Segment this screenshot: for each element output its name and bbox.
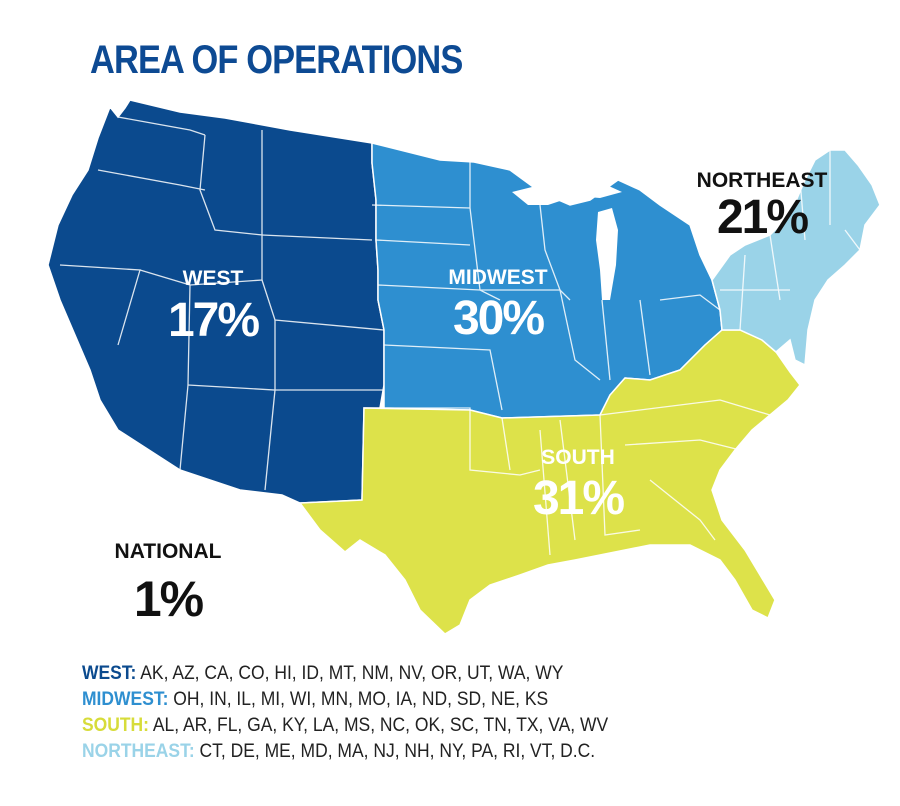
lake-michigan <box>596 208 618 300</box>
south-label: SOUTH <box>541 446 615 469</box>
national-percent: 1% <box>133 571 204 627</box>
northeast-percent: 21% <box>717 191 808 244</box>
state-borders <box>59 116 861 556</box>
legend-row-south: SOUTH: AL, AR, FL, GA, KY, LA, MS, NC, O… <box>82 713 608 739</box>
legend-key-northeast: NORTHEAST: <box>82 741 195 762</box>
northeast-label: NORTHEAST <box>697 169 828 192</box>
legend-key-south: SOUTH: <box>82 715 150 736</box>
midwest-percent: 30% <box>453 292 544 345</box>
legend-key-west: WEST: <box>82 663 137 684</box>
south-percent: 31% <box>533 472 624 525</box>
legend-states-northeast: CT, DE, ME, MD, MA, NJ, NH, NY, PA, RI, … <box>199 741 596 762</box>
legend-row-northeast: NORTHEAST: CT, DE, ME, MD, MA, NJ, NH, N… <box>82 739 608 765</box>
legend-row-west: WEST: AK, AZ, CA, CO, HI, ID, MT, NM, NV… <box>82 661 608 687</box>
legend-key-midwest: MIDWEST: <box>82 689 169 710</box>
midwest-label: MIDWEST <box>448 266 547 289</box>
page-title: AREA OF OPERATIONS <box>90 38 463 82</box>
legend-states-west: AK, AZ, CA, CO, HI, ID, MT, NM, NV, OR, … <box>140 663 564 684</box>
lake-superior <box>512 178 622 205</box>
national-label: NATIONAL <box>114 540 222 563</box>
legend-row-midwest: MIDWEST: OH, IN, IL, MI, WI, MN, MO, IA,… <box>82 687 608 713</box>
west-percent: 17% <box>168 294 259 347</box>
legend-states-midwest: OH, IN, IL, MI, WI, MN, MO, IA, ND, SD, … <box>173 689 549 710</box>
national-stat: NATIONAL 1% <box>88 540 248 628</box>
region-legend: WEST: AK, AZ, CA, CO, HI, ID, MT, NM, NV… <box>82 661 654 765</box>
region-northeast <box>711 149 881 367</box>
legend-states-south: AL, AR, FL, GA, KY, LA, MS, NC, OK, SC, … <box>152 715 609 736</box>
west-label: WEST <box>183 267 244 290</box>
